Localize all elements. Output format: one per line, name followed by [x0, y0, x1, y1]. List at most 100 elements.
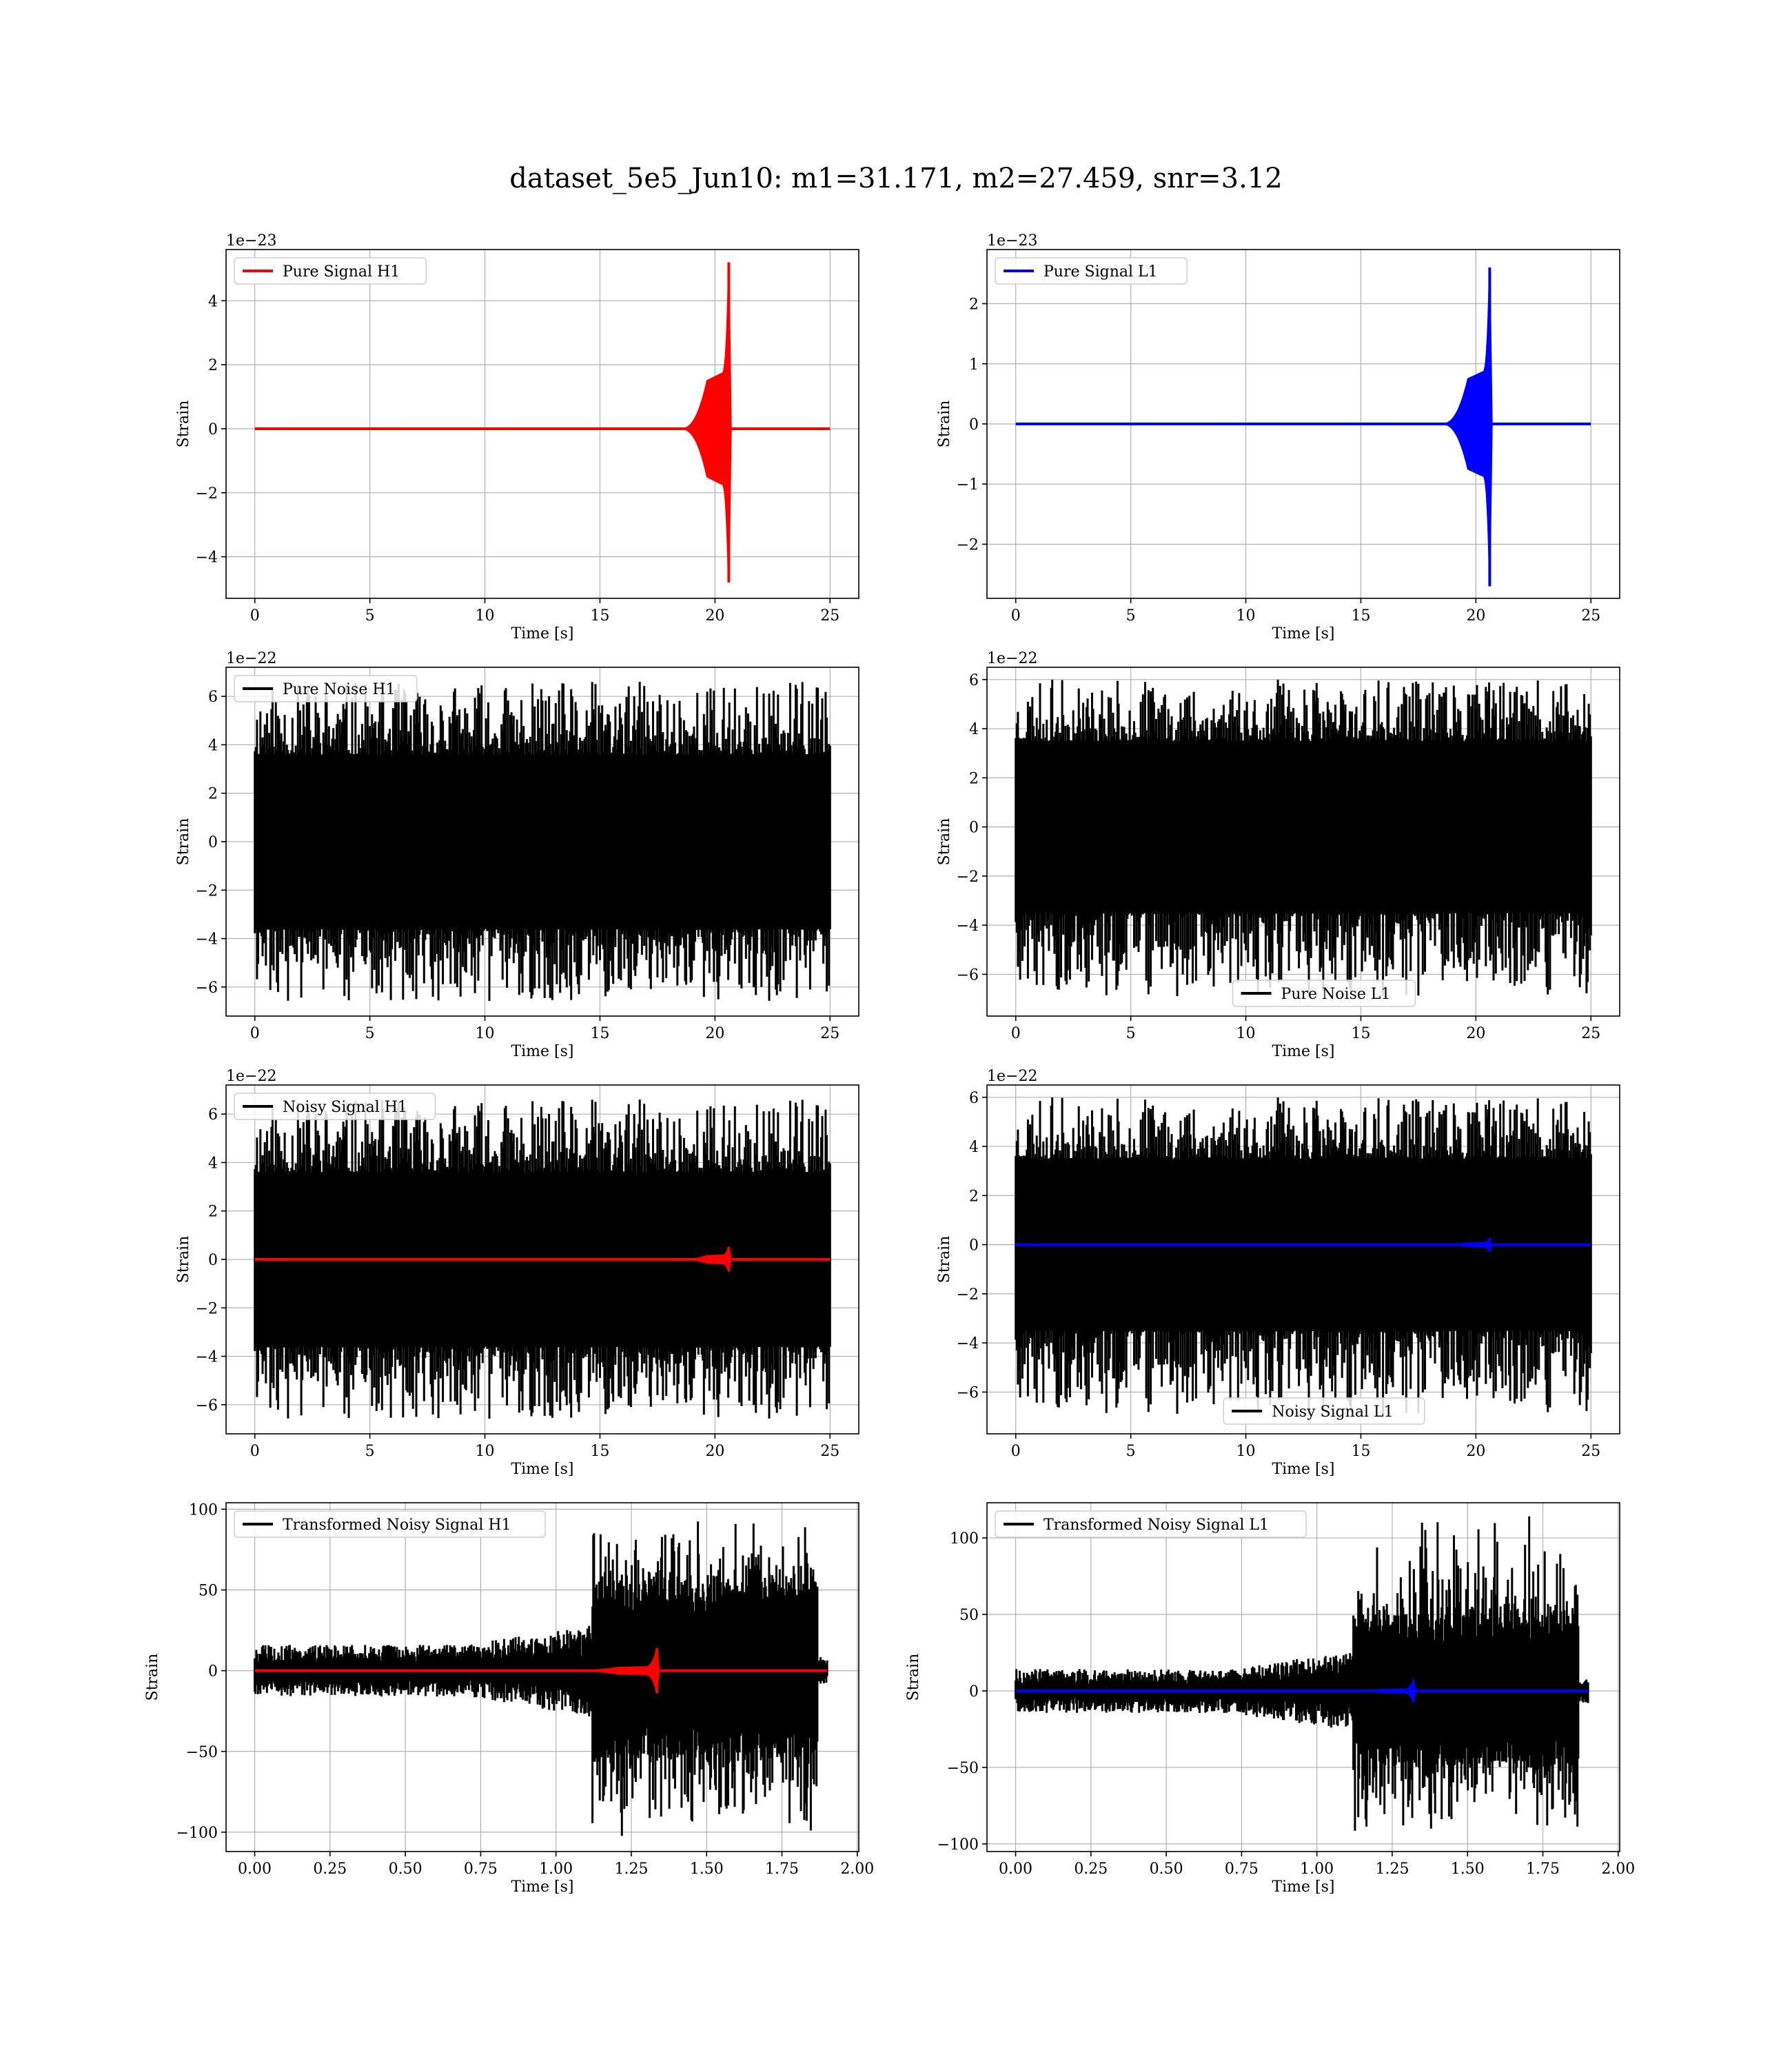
subplot-grid: 0 5 10 15 20 25 −4 −2 0 2 4 Time [s] Strain 1e−23 Pure… [144, 232, 1635, 1896]
y-tick-label: 4 [969, 721, 979, 738]
y-axis-label: Strain [144, 1654, 161, 1701]
legend-label: Pure Noise H1 [283, 681, 396, 698]
legend: Pure Noise H1 [234, 675, 418, 702]
y-tick-label: 100 [950, 1530, 979, 1548]
legend: Pure Noise L1 [1232, 980, 1416, 1007]
series-line-noise [1015, 1097, 1592, 1415]
axes-frame [986, 1084, 1620, 1435]
x-tick-label: 0 [1011, 1443, 1021, 1460]
legend-label: Noisy Signal L1 [1272, 1403, 1393, 1421]
series-chirp-envelope [571, 1648, 660, 1694]
y-tick-label: −2 [196, 882, 218, 900]
y-tick-label: −6 [196, 980, 218, 997]
legend-label: Pure Noise L1 [1281, 986, 1391, 1003]
y-tick-label: 0 [969, 416, 979, 434]
x-axis-label: Time [s] [1272, 625, 1334, 642]
y-tick-label: 4 [208, 737, 218, 754]
y-axis-label: Strain [175, 401, 192, 448]
subplot-1: 0 5 10 15 20 25 −4 −2 0 2 4 Time [s] Strain 1e−23 Pure… [175, 232, 859, 642]
x-tick-label: 5 [365, 1025, 375, 1042]
y-tick-label: −2 [196, 485, 218, 503]
x-tick-label: 25 [1581, 1443, 1600, 1460]
x-tick-label: 15 [590, 1025, 609, 1042]
x-tick-label: 0.25 [313, 1861, 347, 1878]
y-tick-label: −50 [186, 1744, 218, 1761]
x-tick-label: 15 [1351, 1025, 1370, 1042]
x-axis-label: Time [s] [511, 1043, 573, 1060]
y-tick-label: 0 [969, 1237, 979, 1255]
x-axis-label: Time [s] [511, 1878, 573, 1896]
y-tick-label: 2 [969, 296, 979, 314]
x-tick-label: 25 [820, 1025, 839, 1042]
y-tick-label: 4 [208, 1155, 218, 1172]
y-tick-label: 100 [189, 1501, 218, 1519]
x-tick-label: 25 [820, 1443, 839, 1460]
series-line-noise [254, 682, 831, 1001]
x-tick-label: 0.50 [389, 1861, 422, 1878]
y-tick-label: −4 [196, 549, 218, 567]
x-tick-label: 10 [1236, 1025, 1256, 1042]
x-tick-label: 0.75 [1225, 1861, 1259, 1878]
y-tick-label: 6 [208, 689, 218, 706]
y-tick-label: 6 [208, 1106, 218, 1124]
x-tick-label: 25 [1581, 607, 1600, 625]
legend-box [234, 257, 427, 285]
y-tick-label: 6 [969, 672, 979, 689]
x-tick-label: 20 [705, 1443, 724, 1460]
x-tick-label: 0.75 [464, 1861, 498, 1878]
x-tick-label: 20 [1466, 607, 1485, 625]
x-tick-label: 1.00 [539, 1861, 573, 1878]
x-tick-label: 1.25 [1375, 1861, 1409, 1878]
y-tick-label: 0 [969, 1683, 979, 1701]
x-tick-label: 0.25 [1074, 1861, 1108, 1878]
y-tick-label: −4 [196, 931, 218, 949]
series-chirp-envelope [1441, 267, 1493, 587]
series-line-noise [1015, 680, 1592, 997]
y-axis-label: Strain [175, 818, 192, 866]
y-offset-text: 1e−23 [226, 232, 276, 250]
axes-frame [225, 249, 859, 599]
y-tick-label: 0 [208, 1663, 218, 1681]
legend-box [234, 675, 418, 702]
subplot-5: 0 5 10 15 20 25 −6 −4 −2 0 2 4 6 Time [s] Strain 1e−22 N… [175, 1068, 859, 1478]
y-tick-label: 50 [959, 1607, 979, 1624]
legend: Noisy Signal L1 [1223, 1397, 1425, 1425]
x-axis-label: Time [s] [511, 1461, 573, 1478]
y-tick-label: 4 [969, 1139, 979, 1156]
legend-box [234, 1510, 546, 1538]
axes-frame [225, 1502, 859, 1852]
x-tick-label: 20 [705, 1025, 724, 1042]
series-chirp-envelope [680, 1246, 732, 1273]
x-tick-label: 0 [1011, 1025, 1021, 1042]
y-offset-text: 1e−22 [987, 1068, 1037, 1085]
y-tick-label: 50 [198, 1583, 218, 1600]
subplot-8: 0.00 0.25 0.50 0.75 1.00 1.25 1.50 1.75 2.00 −100… [905, 1502, 1635, 1896]
x-axis-label: Time [s] [511, 625, 573, 642]
subplot-2: 0 5 10 15 20 25 −2 −1 0 1 2 Time [s] Strain 1e−23 Pure… [936, 232, 1620, 642]
x-tick-label: 5 [1126, 1443, 1136, 1460]
legend-box [1232, 980, 1416, 1007]
legend-label: Transformed Noisy Signal L1 [1043, 1517, 1269, 1534]
axes-frame [986, 667, 1620, 1017]
y-tick-label: −2 [957, 869, 979, 886]
legend-label: Pure Signal L1 [1043, 263, 1158, 281]
legend-box [1223, 1397, 1425, 1425]
y-tick-label: −6 [957, 1384, 979, 1401]
x-tick-label: 25 [820, 607, 839, 625]
x-tick-label: 10 [476, 1443, 495, 1460]
x-tick-label: 5 [365, 607, 375, 625]
x-tick-label: 1.00 [1300, 1861, 1334, 1878]
y-tick-label: −2 [957, 1286, 979, 1304]
y-offset-text: 1e−22 [226, 650, 276, 667]
x-tick-label: 1.25 [614, 1861, 648, 1878]
y-offset-text: 1e−23 [987, 232, 1037, 250]
axes-frame [986, 1502, 1620, 1852]
y-tick-label: 0 [969, 820, 979, 837]
x-tick-label: 5 [1126, 1025, 1136, 1042]
legend-label: Pure Signal H1 [283, 263, 400, 281]
subplot-3: 0 5 10 15 20 25 −6 −4 −2 0 2 4 6 Time [s] Strain 1e−22 P… [175, 650, 859, 1060]
x-tick-label: 15 [590, 1443, 609, 1460]
y-tick-label: −1 [957, 476, 979, 494]
y-tick-label: −4 [196, 1349, 218, 1366]
